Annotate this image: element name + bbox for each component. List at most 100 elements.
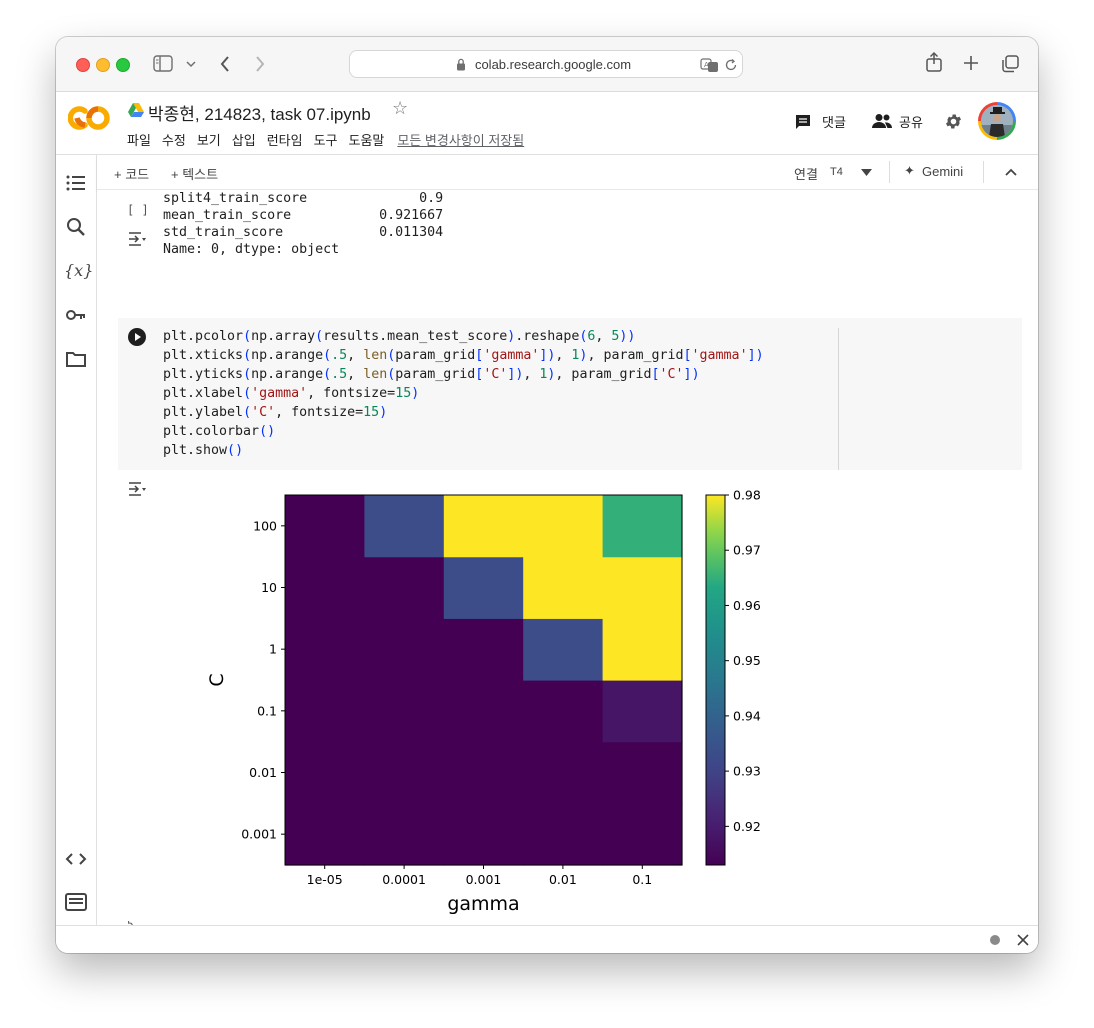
heatmap-chart: 1e-05 0.0001 0.001 0.01 0.1 0.001 0.01 0.1 1 10 10… — [206, 488, 761, 916]
zoom-window-button[interactable] — [116, 58, 130, 72]
colorbar-tick-label: 0.92 — [733, 819, 761, 834]
folder-icon[interactable] — [64, 347, 88, 371]
heatmap-cell — [602, 556, 683, 619]
y-tick-label: 10 — [261, 580, 277, 595]
heatmap-cell — [364, 618, 445, 681]
share-button[interactable]: 공유 — [899, 115, 923, 130]
close-window-button[interactable] — [76, 58, 90, 72]
heatmap-cell — [443, 618, 524, 681]
colorbar-tick-label: 0.94 — [733, 708, 761, 723]
heatmap-cell — [523, 618, 604, 681]
forward-icon[interactable] — [254, 55, 266, 73]
translate-icon[interactable]: A — [700, 57, 720, 73]
code-line[interactable]: plt.yticks(np.arange(.5, len(param_grid[… — [163, 367, 700, 382]
settings-gear-icon[interactable] — [944, 112, 963, 131]
output-line: split4_train_score 0.9 — [163, 191, 444, 206]
address-bar[interactable]: colab.research.google.com A — [349, 50, 743, 78]
menu-help[interactable]: 도움말 — [348, 133, 385, 148]
next-cell-number: 5 — [127, 921, 134, 925]
comment-icon[interactable] — [794, 113, 812, 131]
colab-logo[interactable] — [68, 102, 112, 134]
code-line[interactable]: plt.colorbar() — [163, 424, 276, 439]
heatmap-cell — [285, 495, 365, 558]
y-tick-label: 0.1 — [257, 703, 277, 718]
colorbar-tick-label: 0.97 — [733, 543, 761, 558]
variables-icon[interactable]: {x} — [64, 261, 94, 280]
chevron-down-icon[interactable] — [186, 60, 196, 68]
close-icon[interactable] — [1017, 934, 1029, 946]
menu-tools[interactable]: 도구 — [313, 133, 338, 148]
search-icon[interactable] — [64, 215, 88, 239]
menu-insert[interactable]: 삽입 — [231, 133, 256, 148]
minimize-window-button[interactable] — [96, 58, 110, 72]
toolbar-divider-2 — [983, 161, 984, 183]
caret-down-icon[interactable] — [861, 169, 872, 176]
people-icon[interactable] — [871, 113, 893, 129]
output-line: mean_train_score 0.921667 — [163, 208, 444, 223]
output-line: std_train_score 0.011304 — [163, 225, 444, 240]
add-text-button[interactable]: + 텍스트 — [171, 167, 219, 182]
notebook-title[interactable]: 박종현, 214823, task 07.ipynb — [148, 105, 371, 124]
user-avatar[interactable] — [978, 102, 1016, 140]
gemini-button[interactable]: Gemini — [922, 164, 964, 179]
connect-button[interactable]: 연결 — [794, 167, 818, 182]
code-cell[interactable]: plt.pcolor(np.array(results.mean_test_sc… — [118, 318, 1022, 470]
lock-icon — [457, 58, 465, 71]
code-line[interactable]: plt.xticks(np.arange(.5, len(param_grid[… — [163, 348, 764, 363]
svg-text:A: A — [704, 61, 709, 69]
menu-view[interactable]: 보기 — [196, 133, 221, 148]
add-code-button[interactable]: + 코드 — [114, 167, 150, 182]
heatmap-cell — [443, 495, 524, 558]
table-of-contents-icon[interactable] — [64, 171, 88, 195]
star-icon[interactable]: ☆ — [392, 98, 409, 119]
sidebar-toggle-icon[interactable] — [153, 55, 175, 73]
new-tab-icon[interactable] — [962, 54, 980, 72]
reload-icon[interactable] — [724, 58, 738, 72]
run-cell-button[interactable] — [128, 328, 146, 346]
tab-overview-icon[interactable] — [1000, 54, 1020, 74]
heatmap-cell — [364, 741, 445, 804]
x-tick-label: 0.001 — [466, 872, 502, 887]
colorbar-tick-label: 0.93 — [733, 764, 761, 779]
code-line[interactable]: plt.pcolor(np.array(results.mean_test_sc… — [163, 329, 636, 344]
x-tick-label: 0.0001 — [382, 872, 426, 887]
sparkle-icon: ✦ — [904, 163, 915, 178]
heatmap-cell — [523, 495, 604, 558]
heatmap-cell — [443, 741, 524, 804]
code-line[interactable]: plt.ylabel('C', fontsize=15) — [163, 405, 388, 420]
output-line: Name: 0, dtype: object — [163, 242, 340, 257]
notebook-content: [ ] split4_train_score 0.9 mean_train_sc… — [97, 190, 1038, 925]
heatmap-cell — [443, 556, 524, 619]
secrets-key-icon[interactable] — [64, 303, 88, 327]
back-icon[interactable] — [219, 55, 231, 73]
output-toggle-icon[interactable] — [127, 480, 147, 498]
menu-edit[interactable]: 수정 — [161, 133, 186, 148]
cell-bracket[interactable]: [ ] — [127, 203, 149, 217]
heatmap-cell — [602, 741, 683, 804]
heatmap-cell — [523, 680, 604, 743]
code-line[interactable]: plt.xlabel('gamma', fontsize=15) — [163, 386, 420, 401]
toolbar-divider — [889, 161, 890, 183]
save-status-link[interactable]: 모든 변경사항이 저장됨 — [397, 133, 525, 148]
menu-bar: 파일 수정 보기 삽입 런타임 도구 도움말 모든 변경사항이 저장됨 — [127, 130, 535, 149]
heatmap-cell — [364, 495, 445, 558]
menu-runtime[interactable]: 런타임 — [266, 133, 303, 148]
browser-window: colab.research.google.com A — [56, 37, 1038, 953]
heatmap-cell — [523, 741, 604, 804]
colorbar-tick-label: 0.95 — [733, 653, 761, 668]
code-snippets-icon[interactable] — [64, 847, 88, 871]
status-dot-icon — [990, 935, 1000, 945]
comment-button[interactable]: 댓글 — [822, 115, 846, 130]
chevron-up-icon[interactable] — [1005, 168, 1017, 176]
output-toggle-icon[interactable] — [127, 230, 147, 248]
heatmap-cell — [602, 803, 683, 866]
colorbar — [705, 494, 726, 866]
runtime-type-label[interactable]: T4 — [830, 166, 843, 178]
heatmap-cell — [285, 741, 365, 804]
command-palette-icon[interactable] — [64, 890, 88, 914]
code-line[interactable]: plt.show() — [163, 443, 244, 458]
heatmap-cell — [602, 495, 683, 558]
menu-file[interactable]: 파일 — [127, 133, 151, 148]
share-icon[interactable] — [925, 51, 943, 73]
y-tick-label: 100 — [253, 518, 277, 533]
